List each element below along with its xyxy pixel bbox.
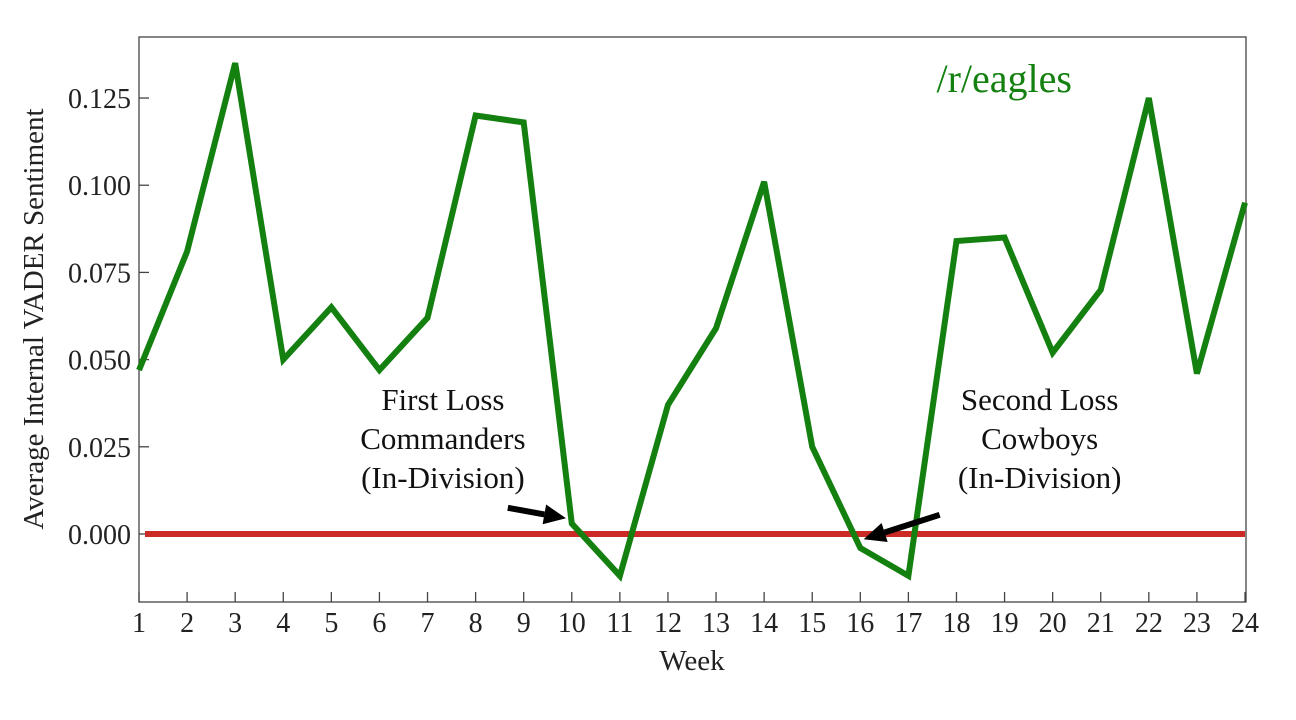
annotation-arrow-shaft bbox=[883, 511, 941, 536]
x-tick-label: 10 bbox=[558, 608, 586, 639]
x-axis-ticks: 1 2 3 4 5 6 7 8 9 10 11 12 13 14 15 16 17 18 19 20 21 22 23 24 bbox=[132, 592, 1259, 639]
x-tick-label: 18 bbox=[942, 608, 970, 639]
x-tick-label: 2 bbox=[180, 608, 194, 639]
x-tick-label: 7 bbox=[421, 608, 435, 639]
annotation: First Loss Commanders (In-Division) bbox=[360, 382, 567, 525]
x-tick-label: 19 bbox=[991, 608, 1019, 639]
x-tick-label: 5 bbox=[324, 608, 338, 639]
plot-frame bbox=[138, 36, 1247, 603]
x-tick-label: 23 bbox=[1183, 608, 1211, 639]
x-tick-label: 16 bbox=[846, 608, 874, 639]
subreddit-label: /r/eagles bbox=[937, 56, 1073, 101]
y-tick-label: 0.000 bbox=[68, 520, 131, 551]
y-tick-label: 0.025 bbox=[68, 433, 131, 464]
annotation-text-line: Cowboys bbox=[981, 421, 1098, 456]
x-tick-label: 15 bbox=[798, 608, 826, 639]
x-tick-label: 21 bbox=[1087, 608, 1115, 639]
x-tick-label: 12 bbox=[654, 608, 682, 639]
y-axis-ticks: 0.000 0.025 0.050 0.075 0.100 0.125 bbox=[68, 84, 149, 551]
annotation-text-line: (In-Division) bbox=[361, 460, 525, 495]
annotation-arrow-shaft bbox=[507, 504, 545, 518]
annotation-arrow-head bbox=[863, 522, 888, 543]
y-tick-label: 0.125 bbox=[68, 84, 131, 115]
annotations: First LossCommanders(In-Division)Second … bbox=[360, 382, 1122, 543]
x-tick-label: 22 bbox=[1135, 608, 1163, 639]
y-tick-label: 0.050 bbox=[68, 346, 131, 377]
x-tick-label: 13 bbox=[702, 608, 730, 639]
x-tick-label: 6 bbox=[372, 608, 386, 639]
x-tick-label: 11 bbox=[606, 608, 633, 639]
x-tick-label: 9 bbox=[517, 608, 531, 639]
annotation-text-line: Commanders bbox=[360, 421, 525, 456]
x-tick-label: 24 bbox=[1231, 608, 1259, 639]
series-line-eagles bbox=[136, 62, 1248, 582]
x-tick-label: 8 bbox=[469, 608, 483, 639]
annotation-text-line: (In-Division) bbox=[958, 460, 1122, 495]
annotation-text-line: Second Loss bbox=[961, 382, 1119, 417]
x-tick-label: 20 bbox=[1039, 608, 1067, 639]
x-tick-label: 14 bbox=[750, 608, 778, 639]
y-tick-label: 0.075 bbox=[68, 258, 131, 289]
x-tick-label: 17 bbox=[894, 608, 922, 639]
y-tick-label: 0.100 bbox=[68, 171, 131, 202]
x-axis-title: Week bbox=[659, 645, 725, 677]
x-tick-label: 4 bbox=[276, 608, 290, 639]
annotation-arrow-head bbox=[542, 504, 567, 525]
x-tick-label: 3 bbox=[228, 608, 242, 639]
annotation-text-line: First Loss bbox=[381, 382, 504, 417]
x-tick-label: 1 bbox=[132, 608, 146, 639]
annotation: Second Loss Cowboys (In-Division) bbox=[863, 382, 1122, 543]
y-axis-title: Average Internal VADER Sentiment bbox=[18, 108, 50, 529]
